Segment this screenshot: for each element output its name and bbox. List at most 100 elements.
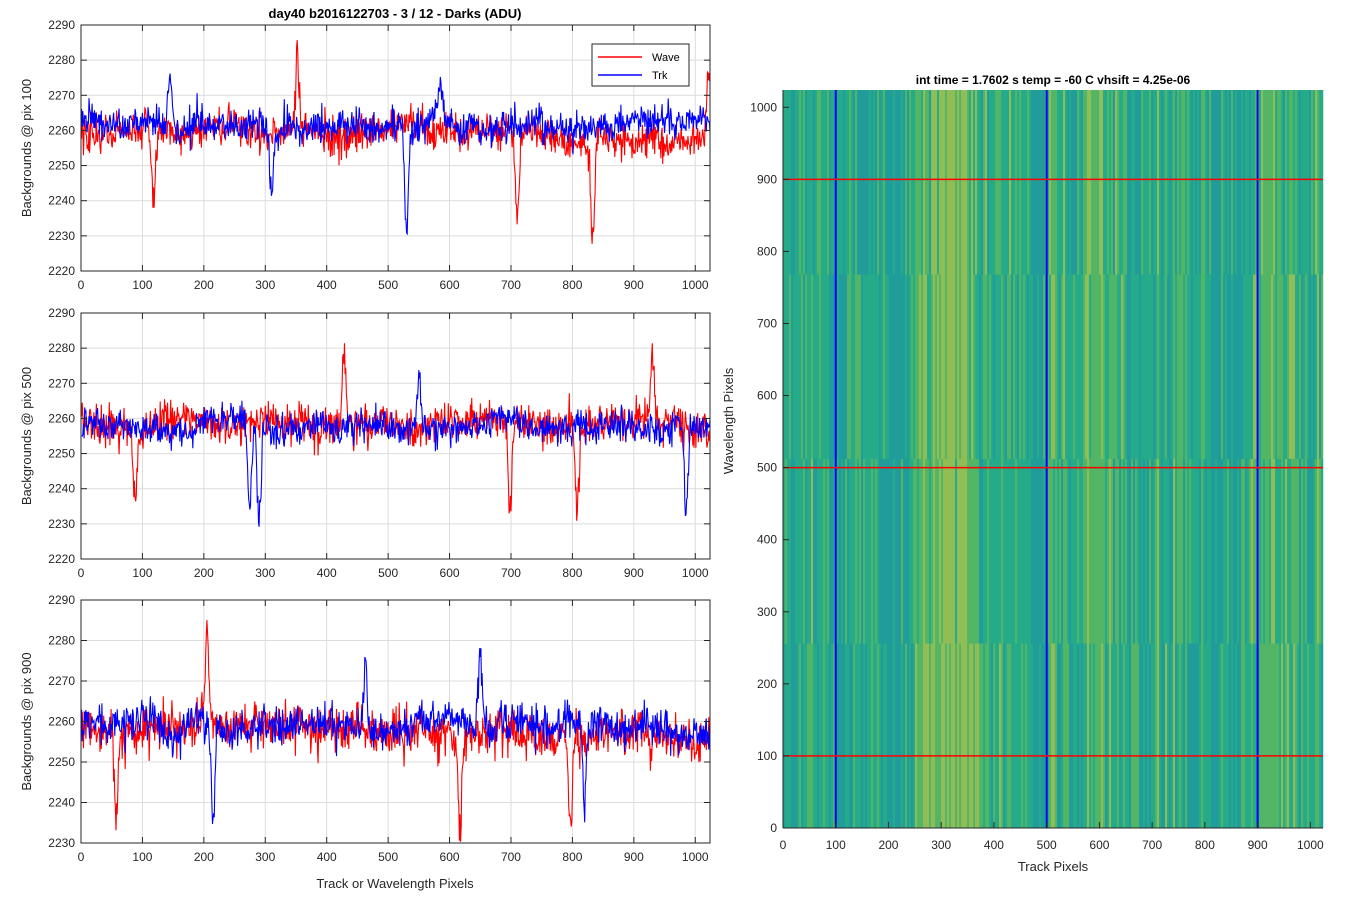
heatmap-cell bbox=[1197, 459, 1200, 644]
heatmap-cell bbox=[793, 90, 796, 275]
heatmap-cell bbox=[843, 90, 846, 275]
heatmap-cell bbox=[1241, 90, 1244, 275]
heatmap-cell bbox=[1175, 90, 1178, 275]
heatmap-cell bbox=[1229, 274, 1232, 459]
heatmap-cell bbox=[975, 459, 978, 644]
heatmap-cell bbox=[841, 274, 844, 459]
heatmap-cell bbox=[1291, 459, 1294, 644]
heatmap-cell bbox=[1165, 90, 1168, 275]
heatmap-cell bbox=[875, 90, 878, 275]
heatmap-cell bbox=[871, 459, 874, 644]
heatmap-cell bbox=[1247, 643, 1250, 828]
heatmap-cell bbox=[1157, 459, 1160, 644]
heatmap-cell bbox=[987, 643, 990, 828]
heatmap-cell bbox=[1215, 643, 1218, 828]
heatmap-cell bbox=[1001, 274, 1004, 459]
heatmap-cell bbox=[939, 459, 942, 644]
heatmap-cell bbox=[1235, 274, 1238, 459]
heatmap-cell bbox=[999, 274, 1002, 459]
heatmap-cell bbox=[1017, 459, 1020, 644]
heatmap-cell bbox=[1075, 643, 1078, 828]
heatmap-cell bbox=[961, 459, 964, 644]
heatmap-cell bbox=[819, 274, 822, 459]
heatmap-cell bbox=[805, 459, 808, 644]
heatmap-cell bbox=[911, 643, 914, 828]
heatmap-cell bbox=[1253, 643, 1256, 828]
heatmap-cell bbox=[1263, 90, 1266, 275]
heatmap-cell bbox=[1063, 643, 1066, 828]
heatmap-cell bbox=[985, 643, 988, 828]
heatmap-cell bbox=[941, 643, 944, 828]
heatmap-cell bbox=[1221, 274, 1224, 459]
heatmap-cell bbox=[1219, 459, 1222, 644]
heatmap-cell bbox=[1123, 274, 1126, 459]
heatmap-cell bbox=[889, 90, 892, 275]
heatmap-cell bbox=[1267, 459, 1270, 644]
heatmap-cell bbox=[1205, 90, 1208, 275]
heatmap-cell bbox=[999, 643, 1002, 828]
heatmap-cell bbox=[969, 459, 972, 644]
heatmap-cell bbox=[1169, 459, 1172, 644]
heatmap-cell bbox=[1085, 643, 1088, 828]
heatmap-cell bbox=[1287, 274, 1290, 459]
heatmap-cell bbox=[1317, 90, 1320, 275]
heatmap-cell bbox=[1213, 643, 1216, 828]
heatmap-cell bbox=[925, 643, 928, 828]
heatmap-cell bbox=[981, 459, 984, 644]
heatmap-cell bbox=[1005, 90, 1008, 275]
heatmap-y-tick-label: 1000 bbox=[750, 100, 777, 114]
heatmap-cell bbox=[1295, 643, 1298, 828]
heatmap-cell bbox=[847, 643, 850, 828]
heatmap-cell bbox=[1187, 459, 1190, 644]
heatmap-cell bbox=[893, 274, 896, 459]
heatmap-cell bbox=[1091, 90, 1094, 275]
heatmap-cell bbox=[1275, 90, 1278, 275]
heatmap-cell bbox=[1005, 274, 1008, 459]
heatmap-cell bbox=[1115, 90, 1118, 275]
heatmap-cell bbox=[1153, 643, 1156, 828]
heatmap-cell bbox=[1039, 459, 1042, 644]
heatmap-cell bbox=[1277, 459, 1280, 644]
heatmap-cell bbox=[907, 274, 910, 459]
heatmap-cell bbox=[891, 274, 894, 459]
heatmap-cell bbox=[1153, 459, 1156, 644]
heatmap-cell bbox=[939, 274, 942, 459]
heatmap-cell bbox=[1255, 274, 1258, 459]
heatmap-cell bbox=[1113, 90, 1116, 275]
heatmap-cell bbox=[809, 459, 812, 644]
y-tick-label: 2290 bbox=[48, 306, 75, 320]
heatmap-cell bbox=[893, 90, 896, 275]
heatmap-cell bbox=[787, 90, 790, 275]
heatmap-cell bbox=[1175, 459, 1178, 644]
heatmap-cell bbox=[977, 459, 980, 644]
heatmap-cell bbox=[917, 90, 920, 275]
heatmap-cell bbox=[1273, 459, 1276, 644]
heatmap-cell bbox=[1061, 459, 1064, 644]
heatmap-cell bbox=[1283, 459, 1286, 644]
heatmap-cell bbox=[901, 90, 904, 275]
heatmap-cell bbox=[1109, 90, 1112, 275]
heatmap-cell bbox=[985, 459, 988, 644]
heatmap-cell bbox=[1193, 90, 1196, 275]
heatmap-cell bbox=[853, 643, 856, 828]
heatmap-cell bbox=[1007, 274, 1010, 459]
heatmap-cell bbox=[1001, 459, 1004, 644]
heatmap-cell bbox=[1111, 459, 1114, 644]
heatmap-cell bbox=[1183, 459, 1186, 644]
heatmap-cell bbox=[993, 274, 996, 459]
heatmap-cell bbox=[997, 459, 1000, 644]
heatmap-cell bbox=[1291, 274, 1294, 459]
heatmap-cell bbox=[867, 274, 870, 459]
heatmap-cell bbox=[1135, 459, 1138, 644]
series-line-trk bbox=[81, 370, 710, 527]
heatmap-cell bbox=[1035, 643, 1038, 828]
heatmap-cell bbox=[1093, 274, 1096, 459]
heatmap-cell bbox=[1125, 274, 1128, 459]
heatmap-cell bbox=[789, 459, 792, 644]
heatmap-cell bbox=[881, 459, 884, 644]
heatmap-cell bbox=[1315, 459, 1318, 644]
heatmap-cell bbox=[899, 274, 902, 459]
heatmap-cell bbox=[821, 643, 824, 828]
heatmap-cell bbox=[929, 643, 932, 828]
heatmap-cell bbox=[869, 90, 872, 275]
